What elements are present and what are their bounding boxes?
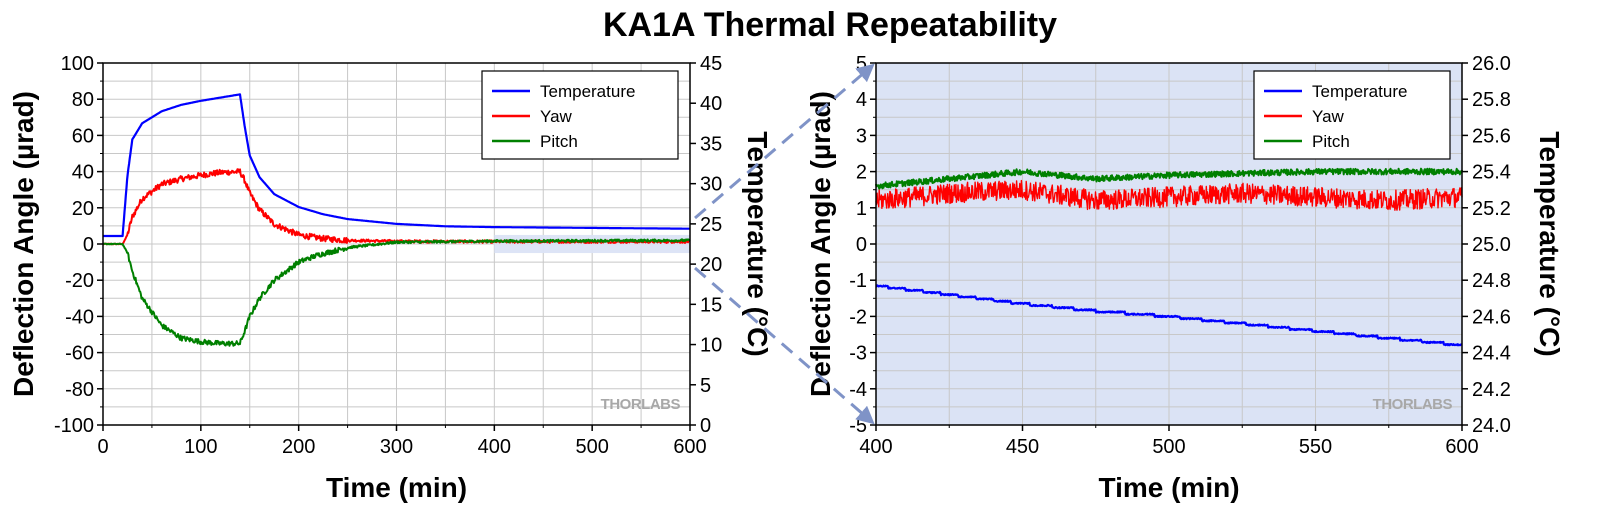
legend: Temperature Yaw Pitch [1253,70,1451,160]
y2-tick-label: 24.6 [1472,306,1511,328]
legend-label-temperature: Temperature [540,82,635,101]
legend-label-temperature: Temperature [1312,82,1407,101]
legend-label-pitch: Pitch [540,132,578,151]
zoomed-chart: 400 450 500 550 600 -5 -4 -3 -2 -1 0 1 2 3 4 5 24.0 24.2 2… [805,53,1565,503]
y-tick-label: -2 [849,306,867,328]
x-axis-title: Time (min) [1098,472,1239,503]
y2-axis-title: Temperature (°C) [742,131,773,356]
y-tick-label: 40 [72,162,94,184]
y-tick-label: 3 [856,125,867,147]
x-tick-label: 500 [575,436,608,458]
series-line-pitch [875,167,1463,190]
full-range-chart: 0 100 200 300 400 500 600-100-80-60-40-2002040… [8,53,773,503]
x-tick-label: 100 [184,436,217,458]
y-tick-label: 100 [61,53,94,75]
zoom-region [494,234,690,254]
x-tick-label: 600 [673,436,706,458]
y-tick-label: 20 [72,198,94,220]
y2-tick-label: 25 [700,214,722,236]
y2-tick-label: 35 [700,133,722,155]
x-axis-title: Time (min) [326,472,467,503]
figure-title: KA1A Thermal Repeatability [603,6,1057,44]
x-tick-label: 450 [1006,436,1039,458]
y-tick-label: 0 [83,234,94,256]
y2-tick-label: 10 [700,335,722,357]
y2-tick-label: 25.0 [1472,234,1511,256]
y2-tick-label: 20 [700,254,722,276]
series-line-temperature [102,93,691,238]
x-tick-label: 0 [97,436,108,458]
series-line-pitch [102,238,691,347]
series-line-yaw [875,179,1463,211]
x-tick-label: 200 [282,436,315,458]
zoom-connector-bottom [694,266,875,425]
y2-tick-label: 24.4 [1472,343,1511,365]
y2-tick-label: 24.0 [1472,415,1511,437]
x-tick-label: 400 [478,436,511,458]
y2-tick-label: 5 [700,375,711,397]
y2-tick-label: 24.8 [1472,270,1511,292]
legend-label-yaw: Yaw [540,107,573,126]
x-tick-label: 500 [1152,436,1185,458]
y-tick-label: 0 [856,234,867,256]
y-tick-label: 5 [856,53,867,75]
y-tick-label: -60 [65,343,94,365]
zoom-connectors [694,63,875,425]
y-tick-label: -100 [54,415,94,437]
y-axis-title: Deflection Angle (µrad) [8,91,39,397]
y2-tick-label: 24.2 [1472,379,1511,401]
y-tick-label: 2 [856,162,867,184]
y-tick-label: 4 [856,89,867,111]
y2-tick-label: 25.4 [1472,162,1511,184]
x-tick-label: 400 [859,436,892,458]
y2-tick-label: 25.8 [1472,89,1511,111]
legend-label-yaw: Yaw [1312,107,1345,126]
series-line-temperature [875,284,1463,347]
y2-tick-label: 25.2 [1472,198,1511,220]
x-tick-label: 600 [1445,436,1478,458]
y2-tick-label: 30 [700,174,722,196]
legend-label-pitch: Pitch [1312,132,1350,151]
y-tick-label: -20 [65,270,94,292]
y-tick-label: 80 [72,89,94,111]
y-tick-label: -3 [849,343,867,365]
y-tick-label: -40 [65,306,94,328]
x-tick-label: 300 [380,436,413,458]
y2-tick-label: 15 [700,294,722,316]
y2-tick-label: 40 [700,93,722,115]
zoom-connector-top [694,63,875,220]
watermark: THORLABS [1373,396,1453,413]
y-tick-label: 60 [72,125,94,147]
y2-tick-label: 26.0 [1472,53,1511,75]
legend: Temperature Yaw Pitch [481,70,679,160]
y-tick-label: -4 [849,379,867,401]
watermark: THORLABS [601,396,681,413]
y2-tick-label: 45 [700,53,722,75]
y-tick-label: 1 [856,198,867,220]
y2-tick-label: 25.6 [1472,125,1511,147]
x-tick-label: 550 [1299,436,1332,458]
y2-tick-label: 0 [700,415,711,437]
y-axis-title: Deflection Angle (µrad) [805,91,836,397]
y-tick-label: -80 [65,379,94,401]
y-tick-label: -1 [849,270,867,292]
y-tick-label: -5 [849,415,867,437]
y2-axis-title: Temperature (°C) [1534,131,1565,356]
